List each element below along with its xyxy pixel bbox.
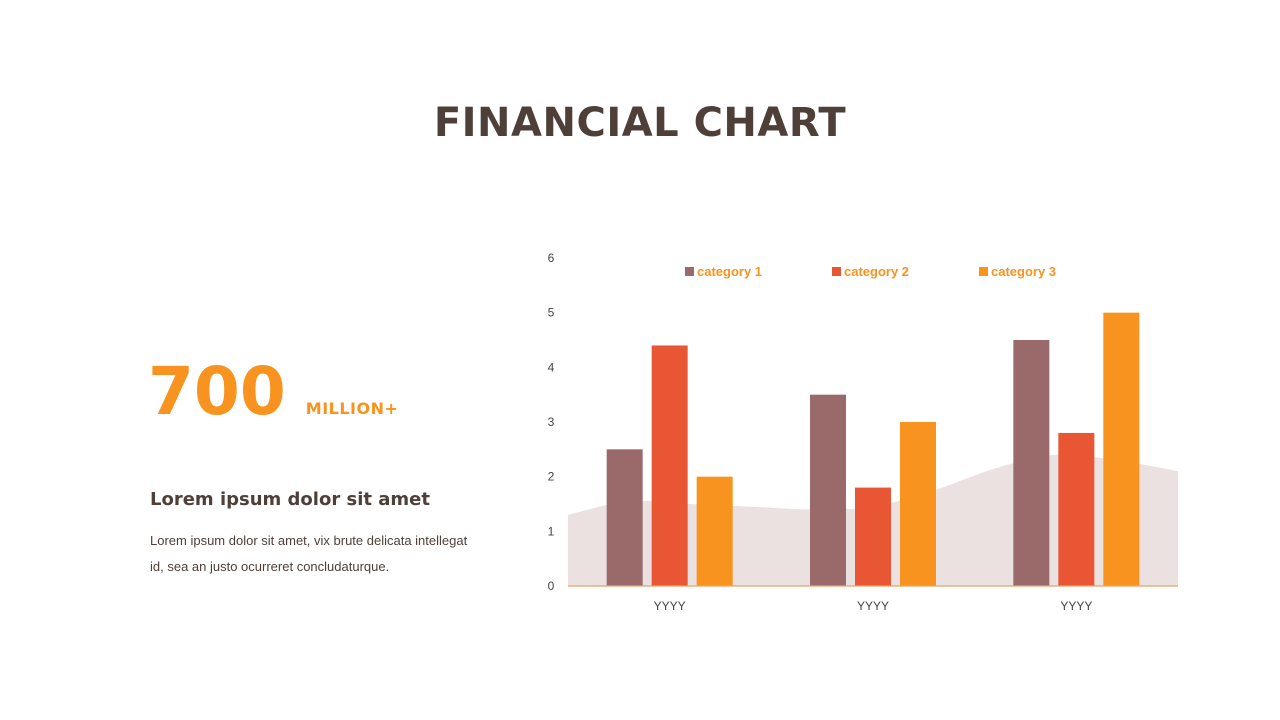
slide-title: FINANCIAL CHART bbox=[433, 100, 847, 146]
stat-number: 700 bbox=[148, 353, 286, 430]
stat-callout: 700 MILLION+ bbox=[148, 352, 398, 432]
legend-label-2: category 2 bbox=[844, 264, 909, 279]
y-tick-label: 4 bbox=[548, 360, 555, 374]
bar-1-group-3 bbox=[1013, 340, 1050, 586]
y-tick-label: 3 bbox=[548, 415, 555, 429]
stat-unit: MILLION+ bbox=[305, 399, 399, 418]
legend-swatch-1 bbox=[685, 267, 694, 276]
text-block-heading: Lorem ipsum dolor sit amet bbox=[150, 489, 430, 510]
financial-chart: 0 1 2 3 4 5 6 YYYY YYYY YYYY category 1 category 2 c… bbox=[520, 240, 1200, 630]
x-tick-label: YYYY bbox=[857, 599, 889, 613]
y-tick-label: 6 bbox=[548, 251, 555, 265]
bar-2-group-2 bbox=[855, 487, 891, 586]
bar-3-group-2 bbox=[900, 422, 936, 586]
y-tick-label: 1 bbox=[548, 524, 555, 538]
y-tick-label: 0 bbox=[548, 579, 555, 593]
legend-swatch-3 bbox=[979, 267, 988, 276]
bar-3-group-1 bbox=[696, 476, 733, 586]
bar-1-group-1 bbox=[606, 449, 643, 586]
y-tick-label: 5 bbox=[548, 306, 555, 320]
legend-swatch-2 bbox=[832, 267, 841, 276]
bar-3-group-3 bbox=[1103, 312, 1140, 586]
y-tick-label: 2 bbox=[548, 470, 555, 484]
bar-2-group-3 bbox=[1058, 432, 1095, 586]
text-block-body: Lorem ipsum dolor sit amet, vix brute de… bbox=[150, 533, 468, 574]
bar-1-group-2 bbox=[810, 394, 846, 586]
x-tick-label: YYYY bbox=[654, 599, 686, 613]
chart-svg: 0 1 2 3 4 5 6 YYYY YYYY YYYY category 1 category 2 c… bbox=[548, 251, 1178, 613]
legend-label-3: category 3 bbox=[991, 264, 1056, 279]
bar-2-group-1 bbox=[651, 345, 688, 586]
legend-label-1: category 1 bbox=[697, 264, 762, 279]
x-tick-label: YYYY bbox=[1060, 599, 1092, 613]
